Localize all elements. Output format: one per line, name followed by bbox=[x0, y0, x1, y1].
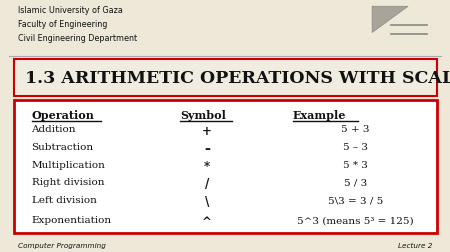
Text: Left division: Left division bbox=[32, 195, 96, 204]
Text: Civil Engineering Department: Civil Engineering Department bbox=[18, 34, 137, 43]
Text: Addition: Addition bbox=[32, 125, 76, 134]
Text: Operation: Operation bbox=[32, 110, 94, 120]
Text: \: \ bbox=[205, 195, 209, 208]
Text: Right division: Right division bbox=[32, 178, 104, 187]
Text: –: – bbox=[204, 142, 210, 155]
FancyBboxPatch shape bbox=[14, 60, 436, 97]
Text: 5\3 = 3 / 5: 5\3 = 3 / 5 bbox=[328, 195, 383, 204]
Polygon shape bbox=[372, 7, 408, 33]
Text: /: / bbox=[205, 178, 209, 191]
Text: 5 / 3: 5 / 3 bbox=[344, 178, 367, 187]
Text: 5 – 3: 5 – 3 bbox=[343, 142, 368, 151]
Text: Computer Programming: Computer Programming bbox=[18, 242, 106, 248]
Text: Faculty of Engineering: Faculty of Engineering bbox=[18, 20, 108, 29]
Text: Symbol: Symbol bbox=[180, 110, 226, 120]
Text: Islamic University of Gaza: Islamic University of Gaza bbox=[18, 6, 123, 15]
Text: 5 * 3: 5 * 3 bbox=[343, 160, 368, 169]
Text: Multiplication: Multiplication bbox=[32, 160, 105, 169]
Text: Subtraction: Subtraction bbox=[32, 142, 94, 151]
Text: +: + bbox=[202, 125, 212, 138]
Text: Example: Example bbox=[292, 110, 346, 120]
Text: *: * bbox=[204, 160, 210, 173]
Text: 5 + 3: 5 + 3 bbox=[341, 125, 370, 134]
FancyBboxPatch shape bbox=[14, 101, 436, 233]
Text: Exponentiation: Exponentiation bbox=[32, 215, 112, 225]
Text: 5^3 (means 5³ = 125): 5^3 (means 5³ = 125) bbox=[297, 215, 414, 225]
Text: Lecture 2: Lecture 2 bbox=[398, 242, 432, 248]
Text: ^: ^ bbox=[202, 215, 212, 228]
Text: 1.3 ARITHMETIC OPERATIONS WITH SCALARS: 1.3 ARITHMETIC OPERATIONS WITH SCALARS bbox=[25, 70, 450, 87]
